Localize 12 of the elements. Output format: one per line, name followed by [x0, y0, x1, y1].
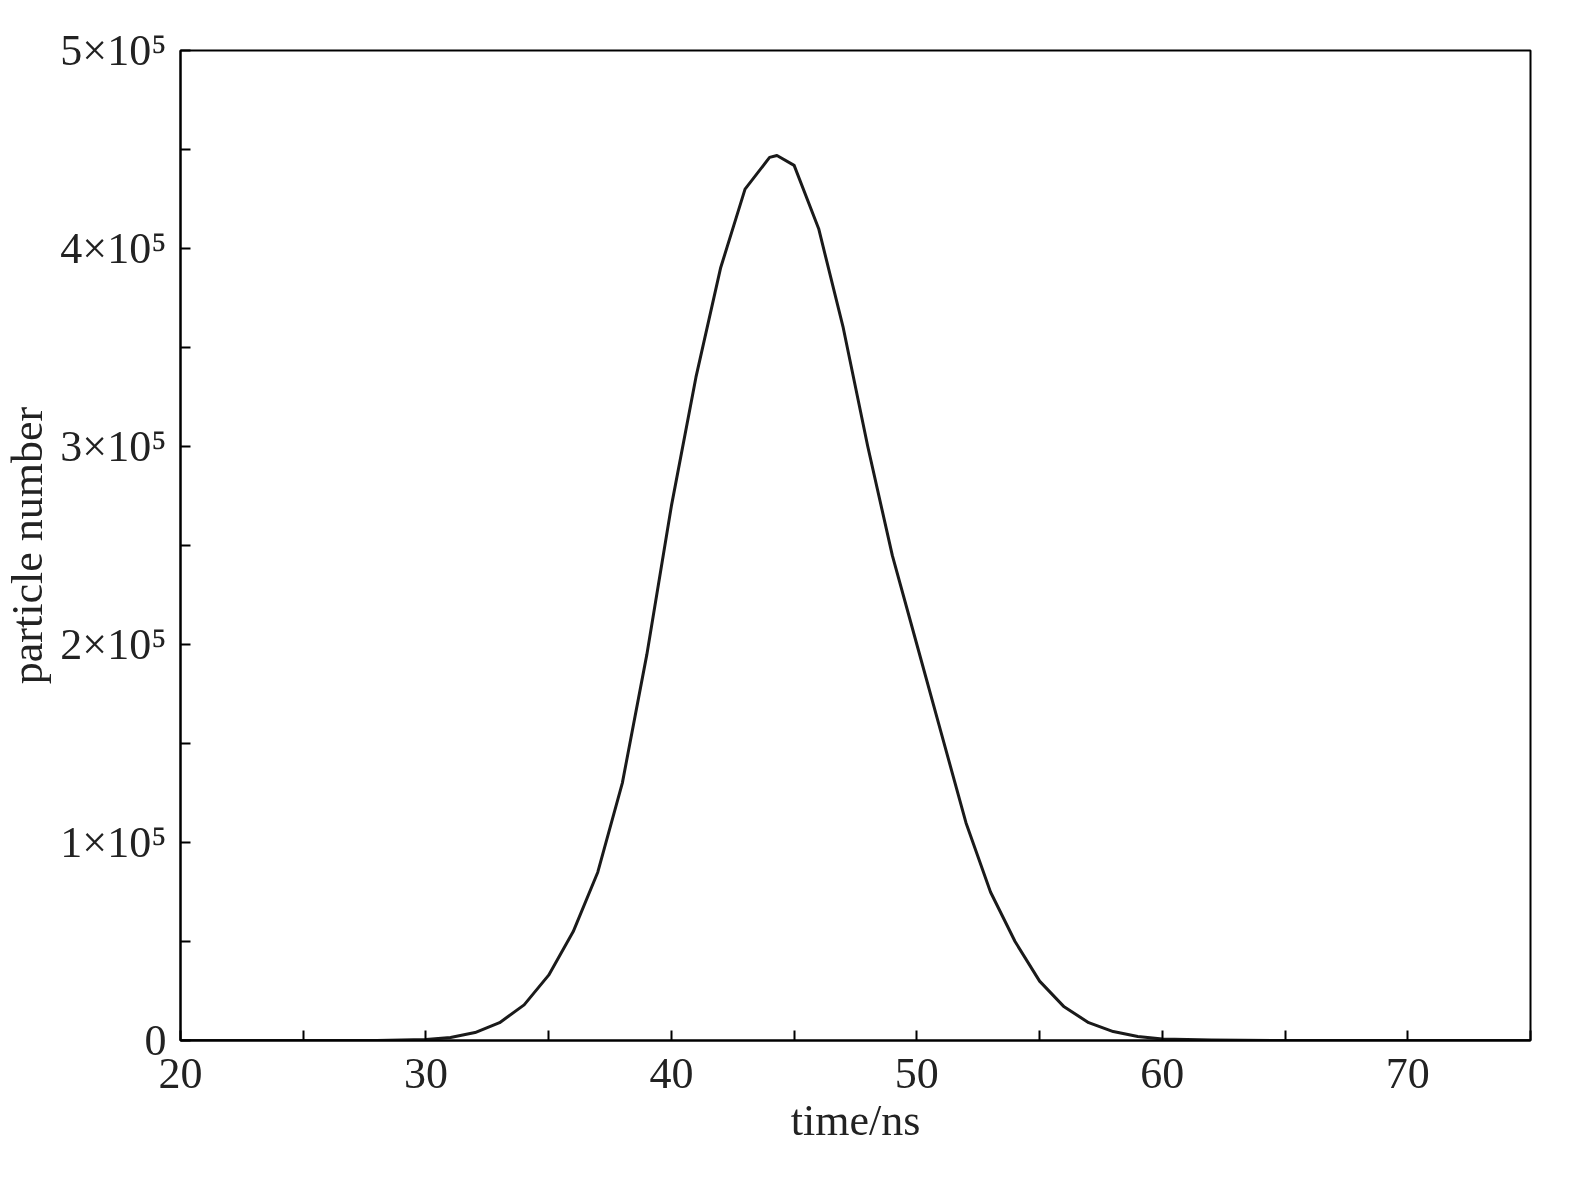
- y-tick-label: 4×10⁵: [60, 224, 167, 273]
- x-tick-label: 40: [649, 1048, 694, 1098]
- x-axis-title: time/ns: [790, 1095, 921, 1145]
- y-tick-label: 5×10⁵: [60, 26, 167, 75]
- y-tick-label: 1×10⁵: [60, 818, 167, 867]
- y-tick-label: 2×10⁵: [60, 620, 167, 669]
- y-axis-title: particle number: [3, 406, 53, 685]
- x-tick-label: 50: [894, 1048, 939, 1098]
- x-tick-label: 30: [403, 1048, 448, 1098]
- x-tick-label: 70: [1385, 1048, 1430, 1098]
- y-tick-label: 3×10⁵: [60, 422, 167, 471]
- x-tick-label: 60: [1140, 1048, 1185, 1098]
